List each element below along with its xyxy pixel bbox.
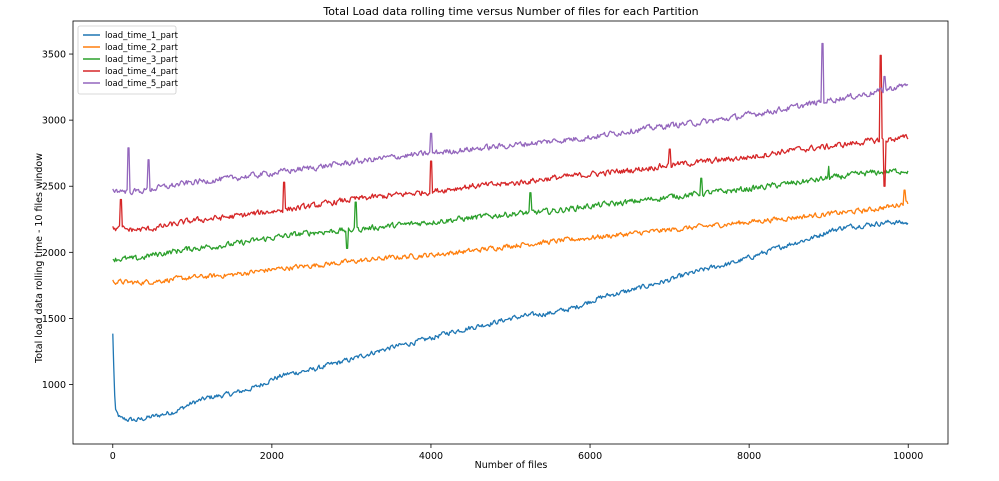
legend-label: load_time_2_part <box>105 43 179 53</box>
series-line-4 <box>112 54 909 233</box>
legend: load_time_1_part load_time_2_part load_tim… <box>77 25 179 95</box>
y-tick-label: 3500 <box>42 50 66 61</box>
series-line-3 <box>112 165 909 263</box>
y-tick-label: 1500 <box>42 314 66 325</box>
legend-label: load_time_5_part <box>105 79 179 89</box>
plot-area <box>112 42 909 422</box>
x-tick-label: 4000 <box>419 451 443 462</box>
legend-box <box>77 25 177 95</box>
x-tick-label: 8000 <box>737 451 761 462</box>
x-axis-label: Number of files <box>475 460 548 471</box>
y-axis-label: Total load data rolling time - 10 files … <box>34 153 45 364</box>
series-line-1 <box>112 219 909 422</box>
legend-label: load_time_4_part <box>105 67 179 77</box>
plot-frame <box>72 20 949 445</box>
y-tick-label: 2000 <box>42 248 66 259</box>
legend-label: load_time_3_part <box>105 55 179 65</box>
series-line-2 <box>112 189 909 286</box>
x-tick-label: 0 <box>110 451 116 462</box>
y-tick-label: 2500 <box>42 182 66 193</box>
x-tick-label: 2000 <box>260 451 284 462</box>
x-tick-label: 10000 <box>893 451 923 462</box>
axes: 0 2000 4000 6000 8000 10000 1000 1500 2000 2500 30… <box>42 20 949 462</box>
series-line-5 <box>112 42 909 196</box>
legend-label: load_time_1_part <box>105 31 179 41</box>
y-tick-label: 3000 <box>42 116 66 127</box>
chart-title: Total Load data rolling time versus Numb… <box>322 5 698 18</box>
y-tick-label: 1000 <box>42 380 66 391</box>
x-tick-label: 6000 <box>578 451 602 462</box>
